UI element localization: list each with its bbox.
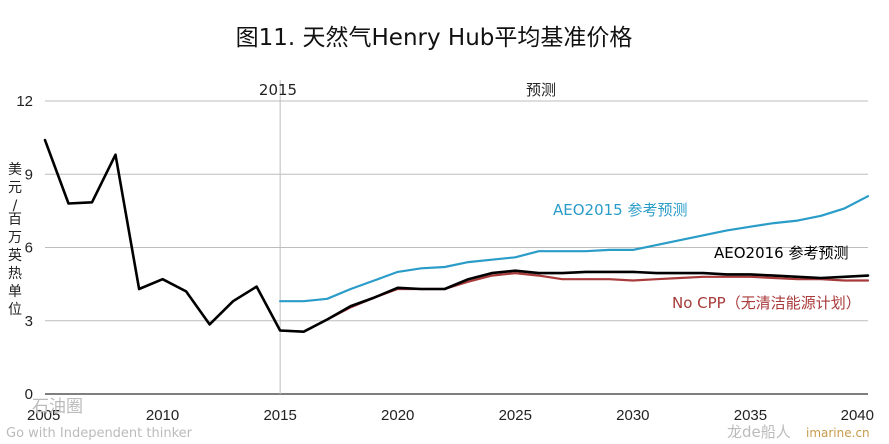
y-tick-label: 3: [25, 313, 33, 330]
x-tick-label: 2035: [734, 407, 767, 424]
series-line-1: [43, 138, 870, 334]
watermark-url: imarine.cn: [806, 426, 870, 440]
series-label-aeo2016: AEO2016 参考预测: [714, 244, 849, 262]
x-tick-label: 2010: [146, 407, 179, 424]
y-axis-label-char: 元: [8, 180, 22, 196]
y-axis-ticks: 0 3 6 9 12: [16, 93, 33, 403]
y-axis-label-char: 单: [8, 284, 22, 300]
watermark-brand: 龙de船人: [727, 423, 791, 441]
y-tick-label: 6: [25, 240, 33, 257]
x-tick-label: 2040: [841, 407, 874, 424]
y-tick-label: 12: [16, 93, 33, 110]
y-axis-label-char: 万: [8, 230, 22, 246]
x-tick-label: 2025: [499, 407, 532, 424]
y-axis-label-char: 美: [8, 162, 22, 178]
x-tick-label: 2015: [263, 407, 296, 424]
series-line-0: [279, 195, 870, 303]
series-label-nocpp: No CPP（无清洁能源计划）: [672, 294, 861, 312]
x-tick-label: 2030: [616, 407, 649, 424]
x-tick-label: 2020: [381, 407, 414, 424]
y-tick-label: 0: [25, 386, 33, 403]
x-axis-ticks: 2005 2010 2015 2020 2025 2030 2035 2040: [27, 407, 874, 424]
y-axis-label-char: /: [13, 198, 18, 214]
divider-year-label: 2015: [259, 81, 297, 99]
watermark-logo-text: 石油圈: [32, 397, 83, 417]
y-axis-label-char: 百: [8, 212, 22, 228]
x-tick-label: 2005: [27, 407, 60, 424]
series-lines: [43, 138, 870, 334]
y-axis-label-char: 位: [8, 302, 22, 318]
chart-title: 图11. 天然气Henry Hub平均基准价格: [236, 25, 633, 51]
grid-lines: [45, 100, 868, 395]
forecast-label: 预测: [526, 81, 556, 99]
y-tick-label: 9: [25, 166, 33, 183]
series-label-aeo2015: AEO2015 参考预测: [553, 201, 688, 219]
y-axis-label-char: 英: [8, 247, 22, 264]
watermark-slogan: Go with Independent thinker: [6, 426, 193, 441]
y-axis-label-char: 热: [8, 266, 22, 282]
